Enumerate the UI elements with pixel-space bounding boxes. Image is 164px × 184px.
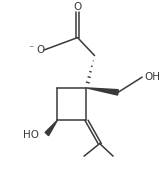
Text: ⁻: ⁻	[29, 45, 34, 55]
Text: O: O	[36, 45, 45, 55]
Polygon shape	[45, 120, 57, 136]
Text: OH: OH	[144, 72, 160, 82]
Text: O: O	[73, 1, 82, 12]
Text: HO: HO	[23, 130, 39, 140]
Polygon shape	[86, 88, 118, 95]
